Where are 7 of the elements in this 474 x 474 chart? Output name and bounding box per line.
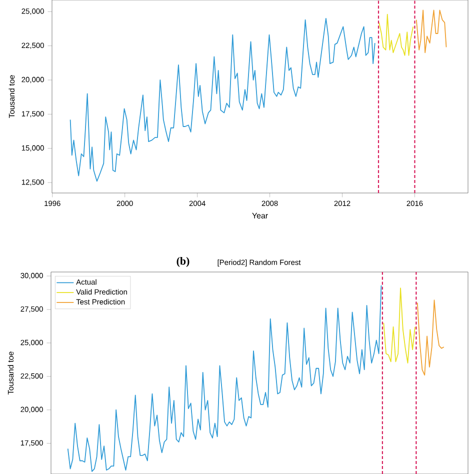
line-series (378, 14, 414, 56)
line-series (416, 10, 447, 54)
line-series (416, 300, 444, 376)
line-series (70, 18, 376, 182)
text: (b) (176, 257, 190, 267)
line-series (67, 284, 382, 472)
line-series (383, 288, 416, 364)
